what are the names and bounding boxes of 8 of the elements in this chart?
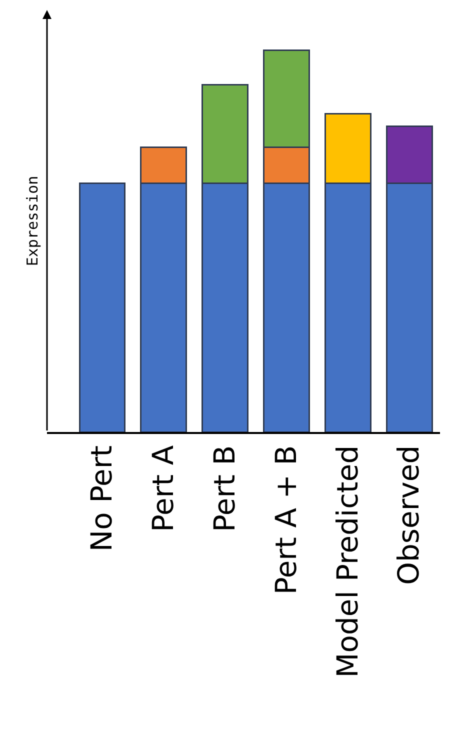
x-tick-label: Pert B: [208, 445, 242, 532]
x-tick-label: Pert A: [146, 445, 180, 532]
x-tick-label: Observed: [392, 445, 426, 585]
x-tick-label: Model Predicted: [330, 445, 364, 678]
x-tick-label: No Pert: [84, 445, 119, 552]
y-axis-title: Expression: [23, 176, 42, 266]
x-tick-label: Pert A + B: [268, 445, 303, 595]
bar: [78, 182, 126, 432]
